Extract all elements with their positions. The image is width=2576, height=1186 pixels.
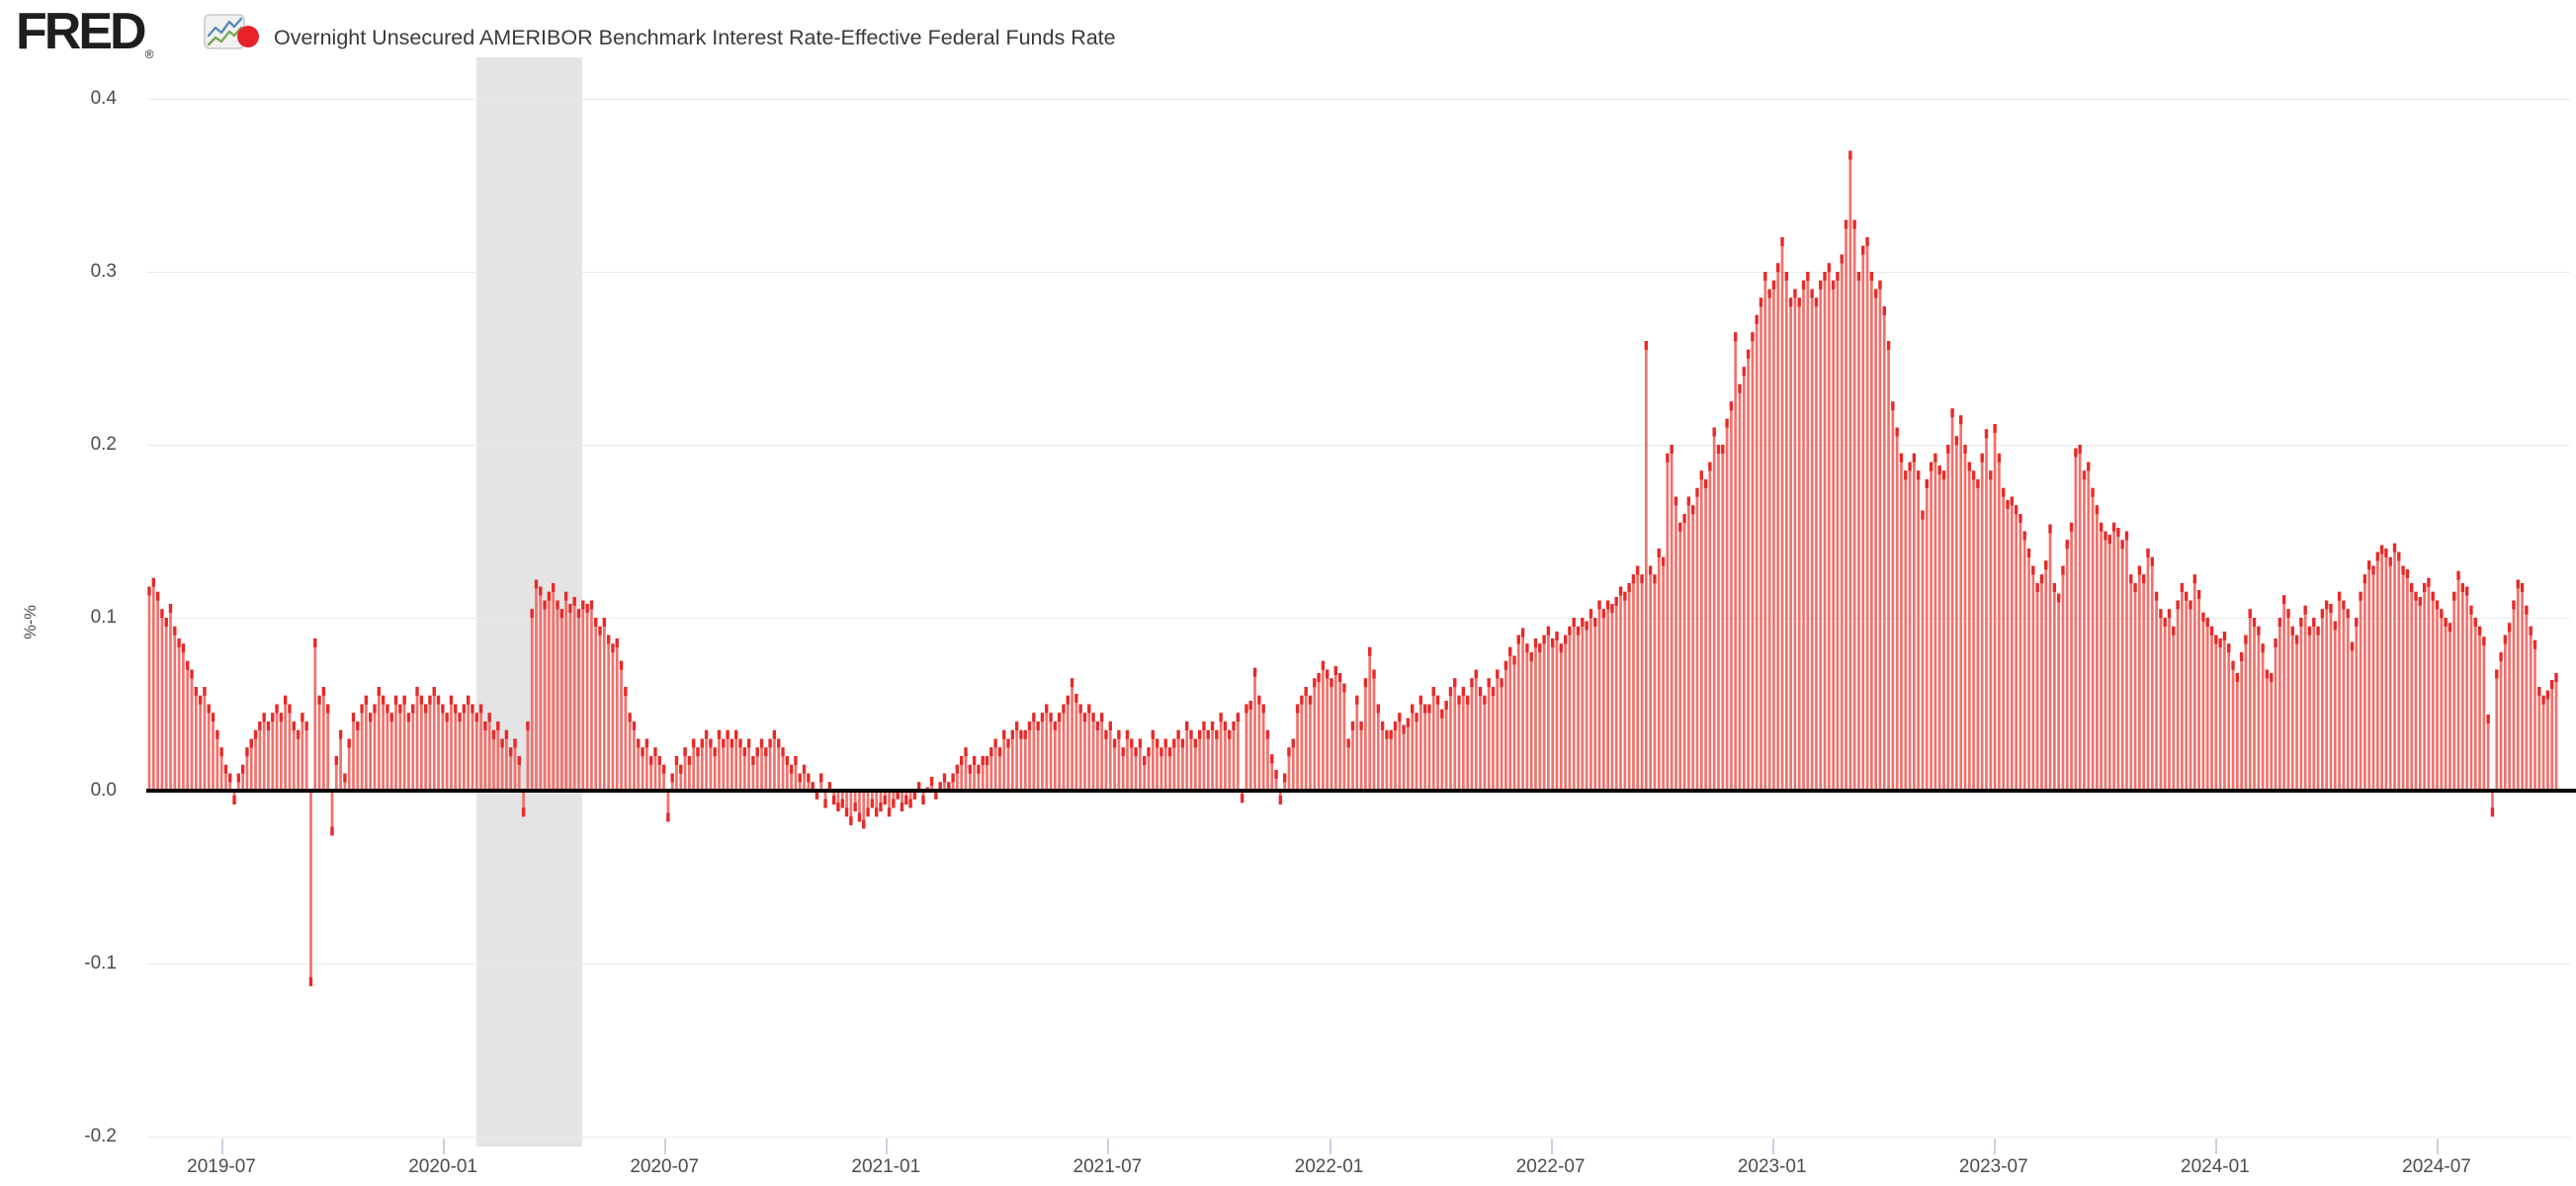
x-tick-label: 2021-07 <box>1073 1156 1143 1177</box>
x-tick-label: 2023-07 <box>1958 1156 2028 1177</box>
x-tick-mark <box>1107 1139 1110 1154</box>
x-tick-label: 2024-07 <box>2402 1156 2471 1177</box>
fred-chart-icon <box>204 14 245 49</box>
series-legend-dot-icon[interactable] <box>237 26 259 47</box>
y-tick-label: 0.1 <box>90 607 117 628</box>
zero-line <box>146 789 2576 793</box>
x-tick-mark <box>443 1139 446 1154</box>
fred-logo[interactable]: FRED® <box>16 3 154 61</box>
y-tick-label: -0.1 <box>84 953 117 974</box>
registered-mark-icon: ® <box>144 47 154 61</box>
x-tick-mark <box>664 1139 667 1154</box>
header: FRED® Overnight Unsecured AMERIBOR Bench… <box>0 0 2576 61</box>
recession-band <box>476 57 582 1146</box>
y-tick-label: 0.4 <box>90 88 117 109</box>
x-tick-mark <box>886 1139 889 1154</box>
x-tick-mark <box>2214 1139 2217 1154</box>
y-tick-label: 0.2 <box>90 434 117 455</box>
x-tick-label: 2019-07 <box>187 1156 256 1177</box>
x-tick-mark <box>1329 1139 1331 1154</box>
x-tick-mark <box>1993 1139 1996 1154</box>
y-tick-label: 0.0 <box>90 780 117 801</box>
gridline-0.3 <box>147 272 2570 273</box>
gridline-0.2 <box>147 445 2570 446</box>
x-tick-label: 2020-07 <box>630 1156 700 1177</box>
x-tick-mark <box>221 1139 223 1154</box>
y-tick-label: -0.2 <box>84 1126 117 1146</box>
x-tick-mark <box>1550 1139 1553 1154</box>
series-title[interactable]: Overnight Unsecured AMERIBOR Benchmark I… <box>274 26 1116 49</box>
x-tick-label: 2020-01 <box>408 1156 477 1177</box>
x-tick-mark <box>1771 1139 1774 1154</box>
gridline-0.4 <box>147 99 2570 100</box>
gridline--0.2 <box>147 1137 2570 1138</box>
x-tick-label: 2021-01 <box>851 1156 921 1177</box>
x-tick-label: 2022-01 <box>1294 1156 1364 1177</box>
y-tick-label: 0.3 <box>90 261 117 282</box>
x-tick-label: 2022-07 <box>1515 1156 1586 1177</box>
x-tick-label: 2024-01 <box>2181 1156 2250 1177</box>
x-tick-label: 2023-01 <box>1737 1156 1807 1177</box>
gridline--0.1 <box>147 964 2570 965</box>
gridline-0.1 <box>147 618 2570 619</box>
x-tick-mark <box>2437 1139 2439 1154</box>
